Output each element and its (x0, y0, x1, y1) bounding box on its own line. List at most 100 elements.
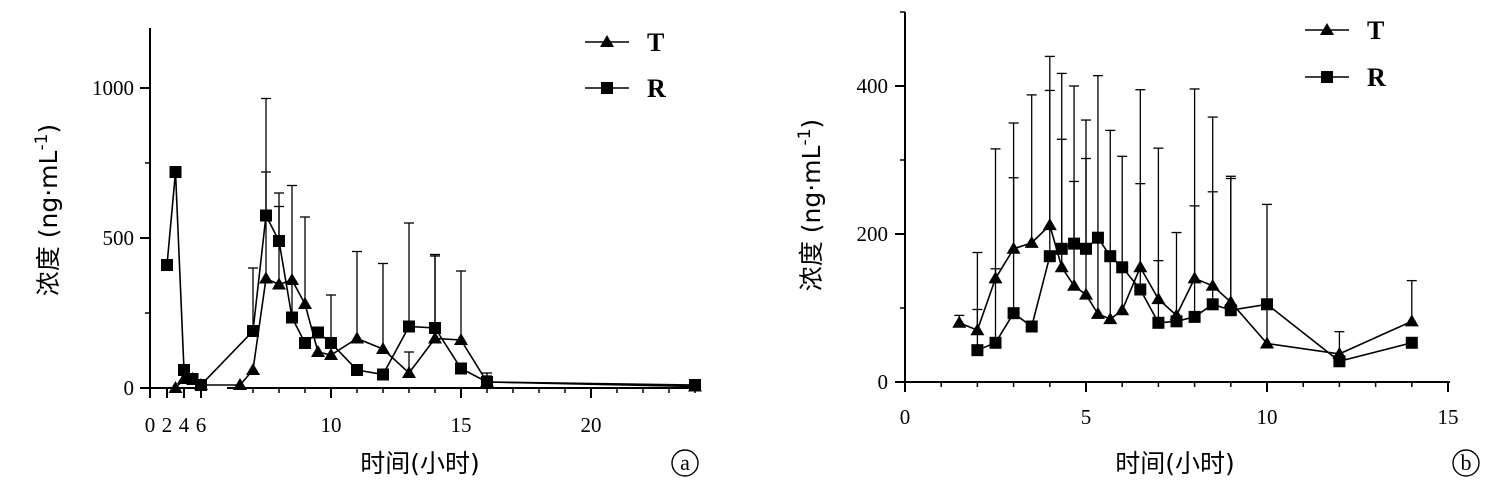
data-point-T (1103, 312, 1118, 325)
x-tick-label: 20 (581, 413, 602, 437)
x-tick-label: 10 (1257, 405, 1278, 429)
y-axis-label-superscript: -1 (795, 129, 815, 146)
data-point-T (1079, 287, 1093, 300)
data-point-T (324, 348, 338, 360)
data-point-R (1043, 250, 1056, 263)
data-point-T (350, 331, 364, 344)
legend-item-R: R (1305, 63, 1386, 92)
data-point-R (325, 337, 337, 349)
legend-item-R: R (585, 74, 666, 103)
data-point-R (161, 259, 173, 271)
x-tick-label: 4 (179, 413, 190, 437)
data-point-T (1115, 303, 1130, 316)
legend-marker (600, 35, 614, 47)
x-tick-label: 0 (145, 413, 156, 437)
y-tick-label: 200 (857, 222, 889, 246)
data-point-R (312, 326, 324, 339)
legend-label: R (647, 74, 666, 103)
y-tick-label: 0 (878, 370, 889, 394)
data-point-T (1054, 260, 1069, 273)
legend-item-T: T (1305, 16, 1384, 45)
y-axis-label-end: ) (34, 124, 63, 134)
legend-label: R (1367, 63, 1386, 92)
y-axis-label-main: 浓度 (ng·mL (797, 145, 826, 291)
series-R (161, 97, 701, 391)
data-point-R (1134, 283, 1147, 296)
y-tick-label: 400 (857, 74, 889, 98)
data-point-R (1170, 315, 1183, 328)
data-point-R (377, 368, 389, 381)
x-tick-label: 2 (162, 413, 173, 437)
data-point-T (1067, 278, 1082, 291)
data-point-R (1261, 298, 1273, 311)
data-point-T (376, 342, 390, 354)
data-point-T (428, 331, 442, 344)
data-point-T (311, 345, 325, 357)
data-point-T (402, 366, 416, 378)
data-point-R (1104, 250, 1117, 263)
data-point-T (233, 378, 247, 390)
data-point-R (1055, 242, 1068, 255)
y-axis-label-superscript: -1 (32, 134, 52, 151)
data-point-R (351, 364, 363, 376)
x-tick-label: 15 (451, 413, 472, 437)
panel-label-circle (1452, 449, 1480, 477)
y-tick-label: 0 (124, 376, 135, 400)
data-point-T (272, 277, 286, 290)
data-point-R (1007, 307, 1020, 320)
y-axis-label: 浓度 (ng·mL-1) (32, 124, 63, 296)
data-point-R (1091, 231, 1104, 244)
data-point-R (1224, 304, 1237, 317)
data-point-R (1152, 316, 1165, 329)
y-tick-label: 500 (103, 226, 135, 250)
data-point-T (168, 381, 183, 393)
panel-label-circle (671, 449, 699, 477)
data-point-R (1206, 298, 1219, 311)
series-T (952, 55, 1419, 359)
data-point-R (481, 376, 493, 388)
legend-marker (1320, 23, 1334, 35)
data-point-R (1333, 355, 1346, 368)
data-point-R (429, 322, 441, 334)
y-axis-label-end: ) (797, 119, 826, 129)
y-tick-label: 1000 (92, 76, 134, 100)
data-point-R (455, 362, 467, 375)
legend-marker (1321, 71, 1333, 83)
data-point-R (195, 379, 207, 391)
panel-b-chart: 0 200 400 0 5 10 15 TR 时间(小时) 浓度 (ng·mL-1) b (795, 11, 1480, 478)
data-point-R (1080, 242, 1092, 255)
data-point-R (247, 325, 259, 337)
data-point-R (299, 337, 311, 349)
data-point-T (259, 271, 273, 284)
data-point-R (1068, 237, 1081, 250)
x-tick-label: 5 (1081, 405, 1092, 429)
legend-item-T: T (585, 28, 664, 57)
data-point-T (1404, 314, 1419, 327)
y-axis-label: 浓度 (ng·mL-1) (795, 119, 826, 291)
data-point-R (169, 166, 182, 178)
y-axis-label-main: 浓度 (ng·mL (34, 150, 63, 296)
series-line-R (166, 171, 696, 387)
data-point-R (1116, 261, 1129, 274)
data-point-T (298, 297, 312, 309)
legend-label: T (647, 28, 664, 57)
data-point-T (1090, 306, 1105, 319)
data-point-R (1405, 336, 1418, 349)
data-point-T (246, 363, 260, 375)
data-point-R (403, 320, 415, 333)
data-point-R (260, 209, 272, 222)
data-point-T (454, 333, 468, 345)
data-point-R (689, 379, 701, 391)
x-axis-label: 时间(小时) (1115, 449, 1235, 478)
data-point-R (1188, 310, 1201, 323)
data-point-T (1260, 336, 1274, 349)
series-R (971, 89, 1418, 368)
panel-label: b (1461, 450, 1472, 475)
x-tick-label: 10 (321, 413, 342, 437)
x-tick-label: 0 (900, 405, 911, 429)
x-tick-label: 15 (1438, 405, 1459, 429)
data-point-R (1025, 320, 1038, 333)
data-point-R (286, 311, 298, 324)
